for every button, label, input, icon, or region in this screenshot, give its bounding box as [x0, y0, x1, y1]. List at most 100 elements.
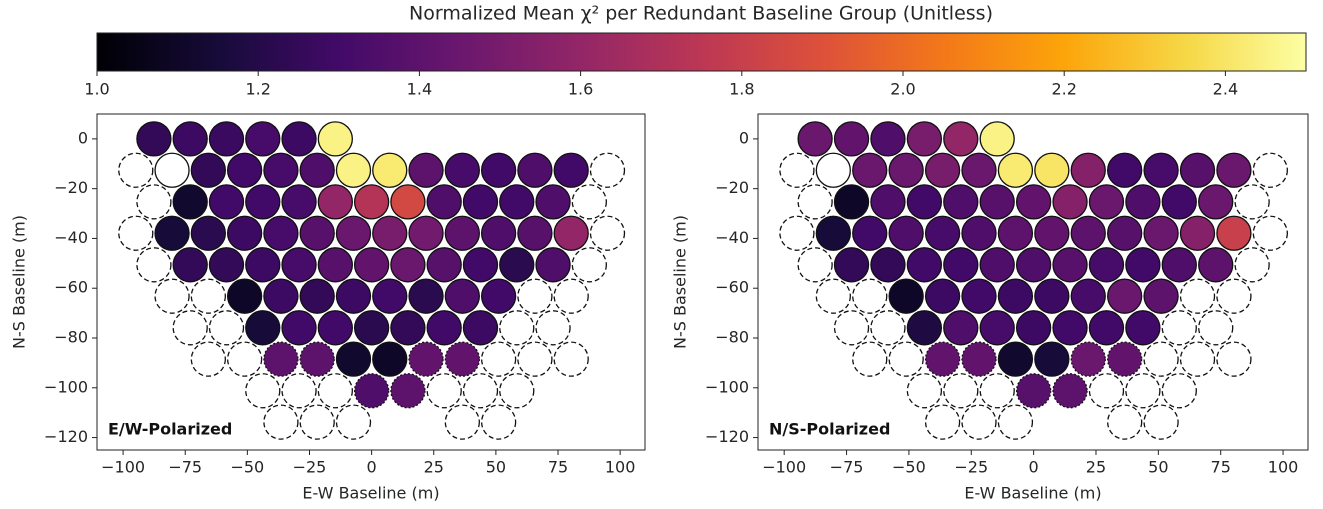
baseline-group [480, 278, 517, 314]
y-tick-label: −60 [715, 278, 749, 297]
baseline-group [390, 373, 426, 409]
baseline-group [263, 278, 299, 314]
baseline-group [779, 215, 815, 251]
baseline-group [136, 184, 172, 220]
baseline-group [444, 215, 480, 251]
baseline-group [815, 215, 851, 251]
baseline-group [299, 215, 335, 251]
baseline-group [172, 121, 208, 157]
baseline-group [1179, 278, 1216, 314]
baseline-group [281, 247, 317, 283]
baseline-group [263, 341, 299, 377]
baseline-group [943, 373, 979, 409]
baseline-group [208, 121, 245, 157]
baseline-group [797, 247, 833, 283]
baseline-group [462, 247, 499, 283]
baseline-group [226, 278, 263, 314]
baseline-group [852, 278, 888, 314]
baseline-group [208, 184, 245, 220]
baseline-group [1015, 310, 1052, 346]
baseline-group [833, 310, 870, 346]
baseline-group [499, 310, 535, 346]
baseline-group [1034, 215, 1070, 251]
baseline-group [299, 341, 335, 377]
baseline-group [1125, 310, 1161, 346]
baseline-group [426, 373, 462, 409]
baseline-group [888, 278, 924, 314]
x-tick-label: 0 [367, 458, 377, 477]
x-tick-label: 50 [1148, 458, 1168, 477]
baseline-group [833, 184, 870, 220]
baseline-group [335, 278, 372, 314]
baseline-group [553, 341, 589, 377]
baseline-group [1143, 341, 1179, 377]
colorbar-tick-label: 1.4 [407, 80, 432, 99]
baseline-group [263, 215, 299, 251]
baseline-group [1198, 184, 1234, 220]
baseline-group [571, 247, 607, 283]
baseline-group [1161, 247, 1197, 283]
baseline-group [372, 215, 408, 251]
baseline-group [924, 215, 961, 251]
x-tick-label: −50 [892, 458, 926, 477]
baseline-group [924, 404, 961, 440]
baseline-group [1052, 247, 1088, 283]
y-tick-label: −40 [54, 228, 88, 247]
baseline-group [517, 215, 553, 251]
baseline-group [317, 373, 353, 409]
baseline-group [1125, 373, 1161, 409]
baseline-group [571, 184, 607, 220]
baseline-group [553, 152, 589, 188]
baseline-group [924, 278, 961, 314]
y-tick-label: −60 [54, 278, 88, 297]
baseline-group [408, 278, 444, 314]
x-tick-label: −100 [101, 458, 145, 477]
baseline-group [888, 215, 924, 251]
baseline-group [997, 404, 1034, 440]
baseline-group [136, 121, 172, 157]
baseline-group [1252, 152, 1288, 188]
baseline-group [390, 184, 426, 220]
baseline-group [1198, 310, 1234, 346]
baseline-group [943, 184, 979, 220]
baseline-group [1034, 152, 1070, 188]
baseline-group [979, 373, 1015, 409]
baseline-group [1216, 152, 1252, 188]
baseline-group [535, 247, 571, 283]
baseline-group [852, 215, 888, 251]
y-tick-label: −120 [705, 427, 749, 446]
baseline-group [870, 184, 906, 220]
baseline-group [317, 310, 353, 346]
baseline-group [299, 404, 335, 440]
baseline-group [408, 152, 444, 188]
baseline-group [1034, 341, 1070, 377]
baseline-group [870, 310, 906, 346]
baseline-group [589, 215, 626, 251]
x-tick-label: −100 [762, 458, 806, 477]
baseline-group [979, 121, 1015, 157]
y-tick-label: −20 [715, 178, 749, 197]
baseline-group [480, 215, 517, 251]
baseline-group [961, 215, 997, 251]
x-tick-label: 75 [1211, 458, 1231, 477]
baseline-group [797, 121, 833, 157]
baseline-group [245, 247, 281, 283]
baseline-group [906, 121, 943, 157]
y-tick-label: −120 [44, 427, 88, 446]
baseline-group [1179, 152, 1216, 188]
x-tick-label: −75 [168, 458, 202, 477]
baseline-group [1015, 184, 1052, 220]
baseline-group [444, 341, 480, 377]
baseline-group [480, 341, 517, 377]
baseline-group [353, 184, 390, 220]
baseline-group [1070, 278, 1106, 314]
baseline-group [852, 152, 888, 188]
x-tick-label: −25 [293, 458, 327, 477]
colorbar-tick-label: 1.0 [84, 80, 109, 99]
baseline-group [517, 341, 553, 377]
baseline-group [961, 278, 997, 314]
x-tick-label: 100 [605, 458, 636, 477]
baseline-group [317, 121, 353, 157]
baseline-group [317, 184, 353, 220]
